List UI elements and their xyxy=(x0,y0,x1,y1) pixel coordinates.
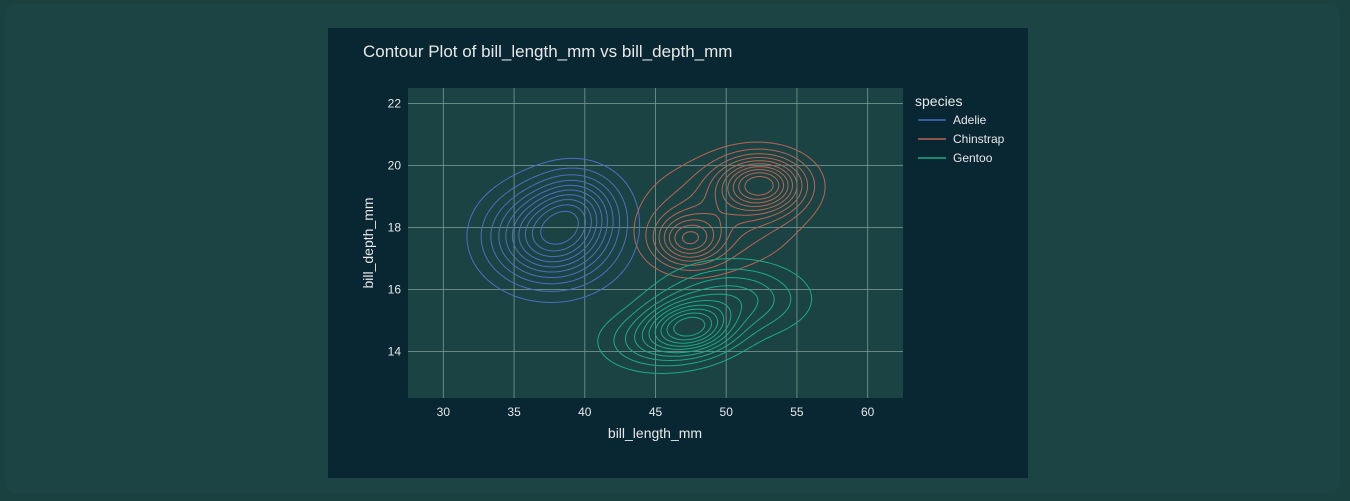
contour-line xyxy=(663,160,798,258)
contour-line xyxy=(518,194,598,263)
y-tick-labels: 14 16 18 20 22 xyxy=(388,97,402,359)
contour-line xyxy=(641,293,743,354)
contour-line xyxy=(666,312,713,341)
contour-line xyxy=(511,189,603,268)
contour-line xyxy=(682,169,785,245)
contour-line xyxy=(480,167,629,292)
contour-line xyxy=(658,157,803,262)
contour-line xyxy=(634,285,759,357)
contour-line xyxy=(633,141,826,279)
contour-adelie xyxy=(466,157,641,303)
contour-line xyxy=(660,308,719,344)
x-tick-label: 35 xyxy=(507,405,521,419)
contour-line xyxy=(466,157,641,303)
legend-item-gentoo[interactable]: Gentoo xyxy=(918,151,993,165)
x-tick-label: 45 xyxy=(649,405,663,419)
x-axis-label: bill_length_mm xyxy=(608,425,702,441)
legend-label: Chinstrap xyxy=(953,132,1005,146)
y-tick-label: 22 xyxy=(388,97,402,111)
chart-title: Contour Plot of bill_length_mm vs bill_d… xyxy=(363,42,732,61)
contour-line xyxy=(645,148,816,271)
contour-line xyxy=(505,184,608,273)
contour-line xyxy=(648,300,732,350)
y-tick-label: 16 xyxy=(388,283,402,297)
contour-line xyxy=(540,210,579,245)
contour-line xyxy=(613,268,792,367)
legend-item-adelie[interactable]: Adelie xyxy=(918,113,987,127)
x-tick-labels: 30 35 40 45 50 55 60 xyxy=(437,405,875,419)
y-tick-label: 18 xyxy=(388,221,402,235)
contour-gentoo xyxy=(597,258,813,374)
contour-line xyxy=(597,258,813,374)
contour-layer xyxy=(466,141,826,374)
contour-line xyxy=(674,166,789,250)
x-tick-label: 55 xyxy=(790,405,804,419)
legend: species Adelie Chinstrap Gentoo xyxy=(915,93,1005,165)
x-tick-label: 60 xyxy=(861,405,875,419)
contour-chinstrap xyxy=(633,141,826,279)
y-tick-label: 20 xyxy=(388,159,402,173)
contour-line xyxy=(624,277,775,361)
contour-line xyxy=(498,179,614,278)
y-axis-label: bill_depth_mm xyxy=(360,197,376,288)
y-tick-label: 14 xyxy=(388,345,402,359)
contour-line xyxy=(524,199,592,258)
contour-line xyxy=(744,176,774,196)
legend-title: species xyxy=(915,93,962,109)
legend-label: Adelie xyxy=(953,113,987,127)
x-tick-label: 40 xyxy=(578,405,592,419)
app-frame: Contour Plot of bill_length_mm vs bill_d… xyxy=(5,4,1340,493)
contour-line xyxy=(738,172,780,200)
legend-item-chinstrap[interactable]: Chinstrap xyxy=(918,132,1005,146)
legend-label: Gentoo xyxy=(953,151,993,165)
x-tick-label: 30 xyxy=(437,405,451,419)
contour-line xyxy=(654,304,725,347)
contour-chart[interactable]: Contour Plot of bill_length_mm vs bill_d… xyxy=(328,28,1028,478)
contour-line xyxy=(673,316,706,337)
contour-line xyxy=(531,204,586,252)
chart-card: Contour Plot of bill_length_mm vs bill_d… xyxy=(328,28,1028,478)
x-tick-label: 50 xyxy=(720,405,734,419)
contour-line xyxy=(668,163,793,254)
contour-line xyxy=(490,174,621,285)
